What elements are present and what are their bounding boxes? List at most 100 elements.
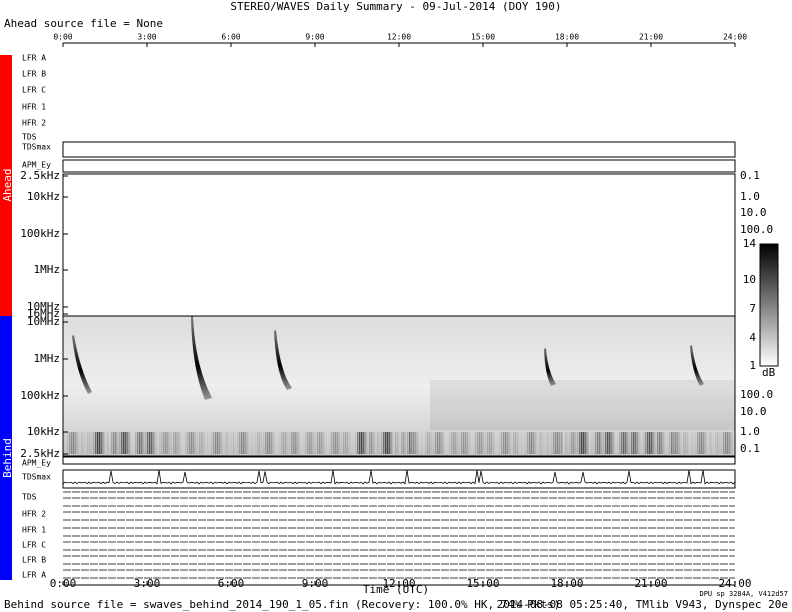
stripe	[721, 432, 723, 454]
stripe	[227, 432, 229, 454]
stripe	[513, 432, 515, 454]
stripe	[199, 432, 201, 454]
row-label: APM_Ey	[22, 459, 51, 468]
stripe	[167, 432, 169, 454]
stripe	[147, 432, 149, 454]
stripe	[77, 432, 79, 454]
freq-label: 2.5kHz	[20, 447, 60, 460]
stripe	[489, 432, 491, 454]
stripe	[439, 432, 441, 454]
ahead-bar	[0, 55, 12, 316]
ahead-source: Ahead source file = None	[4, 17, 163, 30]
stripe	[603, 432, 605, 454]
stripe	[559, 432, 561, 454]
stripe	[613, 432, 615, 454]
stripe	[217, 432, 219, 454]
stripe	[683, 432, 685, 454]
stripe	[129, 432, 131, 454]
stripe	[643, 432, 645, 454]
stripe	[651, 432, 653, 454]
stripe	[369, 432, 371, 454]
stripe	[481, 432, 483, 454]
stripe	[495, 432, 497, 454]
stripe	[387, 432, 389, 454]
stripe	[357, 432, 359, 454]
stripe	[599, 432, 601, 454]
stripe	[421, 432, 423, 454]
behind-label: Behind	[1, 438, 14, 478]
stripe	[267, 432, 269, 454]
stripe	[631, 432, 633, 454]
stripe	[727, 432, 729, 454]
stripe	[67, 432, 69, 454]
stripe	[97, 432, 99, 454]
stripe	[417, 432, 419, 454]
stripe	[557, 432, 559, 454]
stripe	[663, 432, 665, 454]
stripe	[709, 432, 711, 454]
stripe	[257, 432, 259, 454]
row-label: LFR A	[22, 54, 46, 63]
stripe	[499, 432, 501, 454]
stripe	[123, 432, 125, 454]
timestamp: 2014-08-08 05:25:40, TMlib V943, Dynspec…	[497, 598, 788, 611]
stripe	[315, 432, 317, 454]
top-tick-label: 15:00	[471, 33, 495, 42]
stripe	[415, 432, 417, 454]
stripe	[201, 432, 203, 454]
stripe	[361, 432, 363, 454]
stripe	[119, 432, 121, 454]
stripe	[353, 432, 355, 454]
stripe	[653, 432, 655, 454]
stripe	[185, 432, 187, 454]
stripe	[577, 432, 579, 454]
stripe	[427, 432, 429, 454]
stripe	[437, 432, 439, 454]
stripe	[573, 432, 575, 454]
stripe	[487, 432, 489, 454]
stripe	[469, 432, 471, 454]
stripe	[177, 432, 179, 454]
stripe	[407, 432, 409, 454]
stripe	[331, 432, 333, 454]
colorbar-tick: 4	[749, 331, 756, 344]
stripe	[671, 432, 673, 454]
stripe	[179, 432, 181, 454]
behind-bar	[0, 316, 12, 580]
stripe	[595, 432, 597, 454]
stripe	[477, 432, 479, 454]
stripe	[377, 432, 379, 454]
stripe	[89, 432, 91, 454]
stripe	[303, 432, 305, 454]
stripe	[635, 432, 637, 454]
stripe	[281, 432, 283, 454]
stripe	[279, 432, 281, 454]
behind-source: Behind source file = swaves_behind_2014_…	[4, 598, 560, 611]
freq-label: 10kHz	[27, 190, 60, 203]
stripe	[321, 432, 323, 454]
stripe	[667, 432, 669, 454]
stripe	[367, 432, 369, 454]
stripe	[731, 432, 733, 454]
stripe	[317, 432, 319, 454]
stripe	[163, 432, 165, 454]
stripe	[553, 432, 555, 454]
title: STEREO/WAVES Daily Summary - 09-Jul-2014…	[230, 0, 561, 13]
stripe	[483, 432, 485, 454]
stripe	[579, 432, 581, 454]
stripe	[295, 432, 297, 454]
stripe	[385, 432, 387, 454]
right-label: 1.0	[740, 425, 760, 438]
behind-apm	[62, 456, 736, 465]
stripe	[233, 432, 235, 454]
stripe	[581, 432, 583, 454]
stripe	[479, 432, 481, 454]
stripe	[207, 432, 209, 454]
stripe	[561, 432, 563, 454]
ahead-tdsmax	[62, 141, 736, 158]
top-tick-label: 12:00	[387, 33, 411, 42]
stripe	[623, 432, 625, 454]
stripe	[209, 432, 211, 454]
stripe	[373, 432, 375, 454]
stripe	[485, 432, 487, 454]
